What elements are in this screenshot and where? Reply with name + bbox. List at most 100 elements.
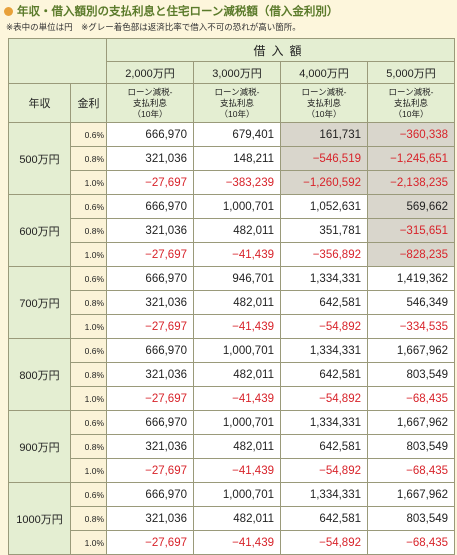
value-cell: 321,036 bbox=[106, 290, 194, 315]
value-cell: −383,239 bbox=[193, 170, 281, 195]
value-cell: 666,970 bbox=[106, 338, 194, 363]
value-cell: 1,334,331 bbox=[280, 410, 368, 435]
value-cell: 642,581 bbox=[280, 434, 368, 459]
value-cell: 1,334,331 bbox=[280, 266, 368, 291]
table-row: 0.8% 321,036 482,011 642,581 803,549 bbox=[9, 434, 456, 459]
value-cell: 803,549 bbox=[366, 434, 456, 459]
income-cell: 900万円 bbox=[8, 410, 71, 483]
column-sublabel-line: 支払利息 bbox=[132, 97, 167, 108]
value-cell: 482,011 bbox=[193, 290, 281, 315]
value-cell: 1,000,701 bbox=[193, 482, 281, 507]
value-cell: −315,651 bbox=[366, 218, 456, 243]
income-cell: 700万円 bbox=[8, 266, 71, 339]
value-cell: −360,338 bbox=[366, 122, 456, 147]
table-row: 800万円 0.6% 666,970 1,000,701 1,334,331 1,667,… bbox=[8, 338, 456, 411]
page-title: 年収・借入額別の支払利息と住宅ローン減税額（借入金利別） bbox=[4, 3, 338, 19]
column-sublabel-line: ローン減税- bbox=[301, 86, 347, 97]
table-row: 0.8% 321,036 482,011 642,581 546,349 bbox=[9, 290, 456, 315]
value-cell: 351,781 bbox=[280, 218, 368, 243]
rate-cell: 1.0% bbox=[70, 458, 107, 483]
value-cell: 321,036 bbox=[106, 362, 194, 387]
loan-amount-1: 3,000万円 bbox=[193, 61, 281, 84]
bullet-circle-icon bbox=[4, 6, 13, 16]
loan-amount-2: 4,000万円 bbox=[280, 61, 368, 84]
header-corner bbox=[8, 38, 107, 84]
table-row: 0.8% 321,036 482,011 642,581 803,549 bbox=[9, 362, 456, 387]
rate-cell: 1.0% bbox=[70, 242, 107, 267]
table-row: 700万円 0.6% 666,970 946,701 1,334,331 1,419,36… bbox=[8, 266, 456, 339]
value-cell: −334,535 bbox=[366, 314, 456, 339]
value-cell: 161,731 bbox=[280, 122, 368, 147]
table-body: 500万円 0.6% 666,970 679,401 161,731 −360,338 0.… bbox=[8, 122, 456, 555]
column-sublabel-3: ローン減税- 支払利息 （10年） bbox=[366, 83, 456, 123]
column-sublabel-line: 支払利息 bbox=[219, 97, 254, 108]
value-cell: −1,245,651 bbox=[366, 146, 456, 171]
value-cell: 321,036 bbox=[106, 434, 194, 459]
column-sublabel-line: （10年） bbox=[306, 108, 342, 119]
value-cell: 1,334,331 bbox=[280, 338, 368, 363]
income-cell: 500万円 bbox=[8, 122, 71, 195]
value-cell: 569,662 bbox=[366, 194, 456, 219]
rate-cell: 0.6% bbox=[70, 266, 107, 291]
value-cell: −41,439 bbox=[193, 458, 281, 483]
column-sublabel-line: （10年） bbox=[219, 108, 255, 119]
value-cell: −356,892 bbox=[280, 242, 368, 267]
rate-cell: 0.8% bbox=[70, 506, 107, 531]
value-cell: 946,701 bbox=[193, 266, 281, 291]
value-cell: −54,892 bbox=[280, 314, 368, 339]
page: 年収・借入額別の支払利息と住宅ローン減税額（借入金利別） ※表中の単位は円 ※グ… bbox=[4, 3, 456, 555]
value-cell: −41,439 bbox=[193, 242, 281, 267]
table-row: 1.0% −27,697 −41,439 −54,892 −68,435 bbox=[9, 530, 456, 555]
loan-tax-table: 借入額 2,000万円 3,000万円 4,000万円 5,000万円 年収 金利 ロ… bbox=[8, 38, 456, 555]
rate-cell: 1.0% bbox=[70, 530, 107, 555]
value-cell: 482,011 bbox=[193, 434, 281, 459]
value-cell: −27,697 bbox=[106, 458, 194, 483]
value-cell: 642,581 bbox=[280, 290, 368, 315]
value-cell: 321,036 bbox=[106, 146, 194, 171]
value-cell: 642,581 bbox=[280, 506, 368, 531]
value-cell: −27,697 bbox=[106, 170, 194, 195]
table-row: 500万円 0.6% 666,970 679,401 161,731 −360,338 bbox=[8, 122, 456, 195]
value-cell: 1,334,331 bbox=[280, 482, 368, 507]
table-row: 1.0% −27,697 −41,439 −54,892 −68,435 bbox=[9, 458, 456, 483]
table-row: 0.8% 321,036 148,211 −546,519 −1,245,651 bbox=[9, 146, 456, 171]
value-cell: −68,435 bbox=[366, 530, 456, 555]
value-cell: 1,000,701 bbox=[193, 194, 281, 219]
value-cell: 321,036 bbox=[106, 506, 194, 531]
column-sublabel-line: （10年） bbox=[393, 108, 429, 119]
column-sublabel-line: （10年） bbox=[132, 108, 168, 119]
table-row: 1.0% −27,697 −41,439 −54,892 −68,435 bbox=[9, 386, 456, 411]
value-cell: −828,235 bbox=[366, 242, 456, 267]
value-cell: 666,970 bbox=[106, 482, 194, 507]
value-cell: −27,697 bbox=[106, 242, 194, 267]
rate-cell: 0.6% bbox=[70, 410, 107, 435]
rate-cell: 0.8% bbox=[70, 290, 107, 315]
column-sublabel-line: ローン減税- bbox=[388, 86, 434, 97]
table-row: 1.0% −27,697 −41,439 −356,892 −828,235 bbox=[9, 242, 456, 267]
table-row: 600万円 0.6% 666,970 1,000,701 1,052,631 569,66… bbox=[8, 194, 456, 267]
value-cell: 666,970 bbox=[106, 194, 194, 219]
value-cell: 679,401 bbox=[193, 122, 281, 147]
value-cell: −68,435 bbox=[366, 458, 456, 483]
rate-cell: 1.0% bbox=[70, 314, 107, 339]
rate-cell: 1.0% bbox=[70, 386, 107, 411]
value-cell: 546,349 bbox=[366, 290, 456, 315]
rate-cell: 0.6% bbox=[70, 194, 107, 219]
value-cell: 482,011 bbox=[193, 506, 281, 531]
table-row: 1000万円 0.6% 666,970 1,000,701 1,334,331 1,667… bbox=[8, 482, 456, 555]
rate-cell: 0.8% bbox=[70, 218, 107, 243]
value-cell: −41,439 bbox=[193, 386, 281, 411]
value-cell: −68,435 bbox=[366, 386, 456, 411]
rate-cell: 1.0% bbox=[70, 170, 107, 195]
column-sublabel-line: ローン減税- bbox=[127, 86, 173, 97]
table-row: 900万円 0.6% 666,970 1,000,701 1,334,331 1,667,… bbox=[8, 410, 456, 483]
rate-cell: 0.8% bbox=[70, 146, 107, 171]
value-cell: 642,581 bbox=[280, 362, 368, 387]
column-sublabel-2: ローン減税- 支払利息 （10年） bbox=[280, 83, 368, 123]
income-header: 年収 bbox=[8, 83, 71, 123]
rate-header: 金利 bbox=[70, 83, 107, 123]
value-cell: 803,549 bbox=[366, 362, 456, 387]
value-cell: −41,439 bbox=[193, 530, 281, 555]
amount-header-row: 2,000万円 3,000万円 4,000万円 5,000万円 bbox=[9, 61, 456, 84]
loan-amount-0: 2,000万円 bbox=[106, 61, 194, 84]
